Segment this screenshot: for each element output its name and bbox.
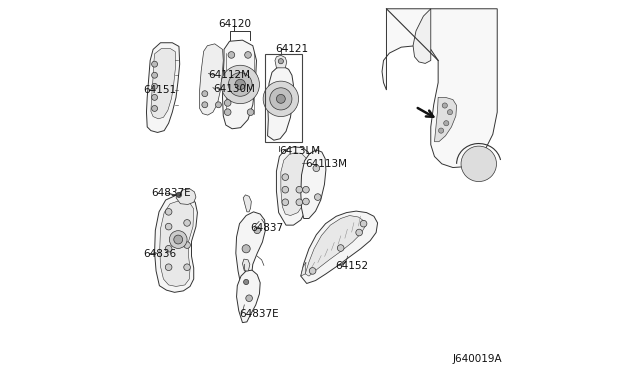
Polygon shape <box>147 43 180 132</box>
Text: 64112M: 64112M <box>209 70 250 80</box>
Circle shape <box>152 94 157 100</box>
Circle shape <box>303 186 309 193</box>
Polygon shape <box>151 49 175 119</box>
Circle shape <box>225 109 231 115</box>
Circle shape <box>337 245 344 251</box>
Circle shape <box>152 72 157 78</box>
Circle shape <box>447 110 452 115</box>
Text: J640019A: J640019A <box>453 354 502 364</box>
Circle shape <box>165 264 172 270</box>
Circle shape <box>216 102 221 108</box>
Circle shape <box>314 194 321 201</box>
Polygon shape <box>276 147 312 225</box>
Circle shape <box>246 295 252 302</box>
Circle shape <box>165 246 172 252</box>
Circle shape <box>263 81 299 116</box>
Polygon shape <box>160 201 194 286</box>
Text: 64837: 64837 <box>250 223 283 233</box>
Circle shape <box>152 83 157 89</box>
Circle shape <box>247 109 254 115</box>
Polygon shape <box>382 9 497 167</box>
Polygon shape <box>176 189 196 205</box>
Text: 64120: 64120 <box>218 19 251 29</box>
Text: 64836: 64836 <box>143 249 177 259</box>
Polygon shape <box>301 150 326 218</box>
Circle shape <box>228 52 235 58</box>
Polygon shape <box>200 44 223 115</box>
Circle shape <box>303 198 309 205</box>
Circle shape <box>282 174 289 180</box>
Polygon shape <box>435 97 456 142</box>
Circle shape <box>444 121 449 126</box>
Circle shape <box>356 229 362 236</box>
Polygon shape <box>268 66 293 140</box>
Polygon shape <box>155 196 197 292</box>
Circle shape <box>296 199 303 206</box>
Circle shape <box>244 279 249 285</box>
Circle shape <box>254 227 260 234</box>
Polygon shape <box>281 153 308 215</box>
Circle shape <box>442 103 447 108</box>
Circle shape <box>152 61 157 67</box>
Circle shape <box>296 186 303 193</box>
Circle shape <box>165 209 172 215</box>
Polygon shape <box>243 259 250 271</box>
Circle shape <box>184 264 191 270</box>
Circle shape <box>438 128 444 133</box>
Text: 64152: 64152 <box>335 262 368 272</box>
Circle shape <box>282 186 289 193</box>
Circle shape <box>174 235 182 244</box>
Circle shape <box>242 245 250 253</box>
Polygon shape <box>236 212 266 292</box>
Circle shape <box>244 52 252 58</box>
Circle shape <box>152 106 157 112</box>
Bar <box>266 54 302 142</box>
Circle shape <box>184 242 191 248</box>
Circle shape <box>282 199 289 206</box>
Polygon shape <box>301 211 378 283</box>
Circle shape <box>235 79 245 90</box>
Circle shape <box>313 165 319 171</box>
Text: 6413LM: 6413LM <box>280 145 321 155</box>
Polygon shape <box>243 195 252 212</box>
Polygon shape <box>223 40 257 129</box>
Text: 64837E: 64837E <box>151 188 191 198</box>
Circle shape <box>184 219 191 226</box>
Text: 64151: 64151 <box>143 85 177 95</box>
Circle shape <box>278 59 284 64</box>
Text: 64837E: 64837E <box>239 310 278 320</box>
Circle shape <box>461 146 497 182</box>
Circle shape <box>202 91 208 97</box>
Circle shape <box>276 94 285 103</box>
Circle shape <box>360 220 367 227</box>
Circle shape <box>177 192 182 198</box>
Text: 64130M: 64130M <box>213 84 255 94</box>
Circle shape <box>225 100 231 106</box>
Text: 64113M: 64113M <box>305 159 348 169</box>
Circle shape <box>221 65 259 104</box>
Polygon shape <box>305 215 365 276</box>
Circle shape <box>228 73 252 96</box>
Circle shape <box>309 267 316 274</box>
Circle shape <box>202 102 208 108</box>
Circle shape <box>165 223 172 230</box>
Polygon shape <box>275 55 287 68</box>
Polygon shape <box>301 262 306 276</box>
Polygon shape <box>237 270 260 323</box>
Circle shape <box>270 88 292 110</box>
Circle shape <box>170 231 187 248</box>
Text: 64121: 64121 <box>276 44 309 54</box>
Polygon shape <box>413 9 431 63</box>
